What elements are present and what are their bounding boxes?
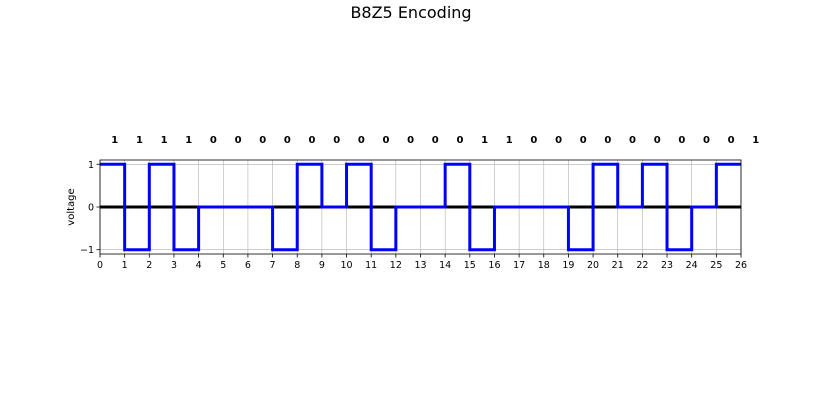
x-tick-label: 10 xyxy=(340,260,352,271)
x-tick-label: 11 xyxy=(365,260,377,271)
bit-label: 0 xyxy=(604,135,611,146)
bit-label: 0 xyxy=(358,135,365,146)
x-tick-label: 19 xyxy=(562,260,574,271)
bit-labels: 1 1 1 1 0 0 0 0 0 0 0 0 0 0 0 1 1 0 0 0 0 0 0 0 0 0 1 xyxy=(111,135,759,146)
x-tick-label: 16 xyxy=(488,260,500,271)
bit-label: 1 xyxy=(185,135,192,146)
x-axis: 0 1 2 3 4 5 6 7 8 9 10 11 12 13 14 15 16 17 18 19 20 21 22 23 24… xyxy=(97,254,747,271)
bit-label: 1 xyxy=(481,135,488,146)
bit-label: 0 xyxy=(654,135,661,146)
x-tick-label: 24 xyxy=(686,260,698,271)
x-tick-label: 26 xyxy=(735,260,747,271)
bit-label: 0 xyxy=(407,135,414,146)
x-tick-label: 12 xyxy=(390,260,402,271)
bit-label: 0 xyxy=(580,135,587,146)
x-tick-label: 8 xyxy=(294,260,300,271)
x-tick-label: 3 xyxy=(171,260,177,271)
bit-label: 1 xyxy=(752,135,759,146)
bit-label: 0 xyxy=(284,135,291,146)
x-tick-label: 13 xyxy=(414,260,426,271)
x-tick-label: 2 xyxy=(146,260,152,271)
bit-label: 0 xyxy=(309,135,316,146)
bit-label: 0 xyxy=(555,135,562,146)
bit-label: 1 xyxy=(136,135,143,146)
bit-label: 0 xyxy=(703,135,710,146)
y-tick-label: −1 xyxy=(80,245,94,256)
y-axis-label: voltage xyxy=(66,188,77,225)
x-tick-label: 0 xyxy=(97,260,103,271)
x-tick-label: 5 xyxy=(220,260,226,271)
y-tick-label: 1 xyxy=(88,160,94,171)
bit-label: 1 xyxy=(161,135,168,146)
x-tick-label: 21 xyxy=(612,260,624,271)
bit-label: 0 xyxy=(333,135,340,146)
x-tick-label: 6 xyxy=(245,260,251,271)
chart-title: B8Z5 Encoding xyxy=(350,3,471,22)
bit-label: 0 xyxy=(456,135,463,146)
x-tick-label: 1 xyxy=(122,260,128,271)
x-tick-label: 20 xyxy=(587,260,599,271)
signal-line xyxy=(100,162,741,252)
x-tick-label: 14 xyxy=(439,260,451,271)
x-tick-label: 7 xyxy=(270,260,276,271)
x-tick-label: 25 xyxy=(710,260,722,271)
y-tick-label: 0 xyxy=(88,203,94,214)
bit-label: 0 xyxy=(629,135,636,146)
x-tick-label: 4 xyxy=(196,260,202,271)
bit-label: 1 xyxy=(506,135,513,146)
bit-label: 0 xyxy=(728,135,735,146)
x-tick-label: 22 xyxy=(636,260,648,271)
bit-label: 0 xyxy=(530,135,537,146)
bit-label: 0 xyxy=(259,135,266,146)
bit-label: 1 xyxy=(111,135,118,146)
x-tick-label: 18 xyxy=(538,260,550,271)
bit-label: 0 xyxy=(432,135,439,146)
y-axis: 1 0 −1 xyxy=(80,160,100,256)
x-tick-label: 17 xyxy=(513,260,525,271)
x-tick-label: 15 xyxy=(464,260,476,271)
x-tick-label: 9 xyxy=(319,260,325,271)
bit-label: 0 xyxy=(235,135,242,146)
bit-label: 0 xyxy=(210,135,217,146)
bit-label: 0 xyxy=(678,135,685,146)
bit-label: 0 xyxy=(383,135,390,146)
x-tick-label: 23 xyxy=(661,260,673,271)
